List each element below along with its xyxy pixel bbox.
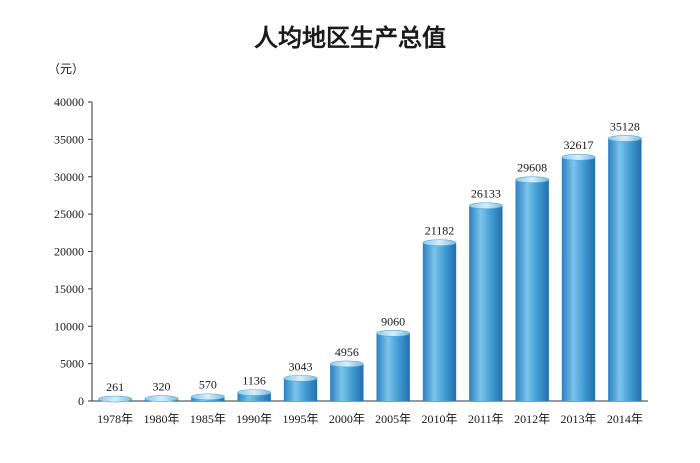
bar-cap xyxy=(98,395,133,403)
y-unit-label: （元） xyxy=(48,62,84,76)
bar xyxy=(422,239,457,401)
y-tick-label: 10000 xyxy=(54,319,84,333)
x-tick-label: 1990年 xyxy=(236,412,272,426)
y-tick-label: 35000 xyxy=(54,132,84,146)
x-axis-labels: 1978年 1980年 1985年 1990年 1995年 2000年 2005年 2010年… xyxy=(97,412,643,426)
bar xyxy=(329,360,364,401)
bar-cap xyxy=(561,153,596,161)
bar-value-label: 261 xyxy=(106,380,124,394)
y-axis-ticks: 0 5000 10000 15000 20000 25000 30000 35000 40000 xyxy=(54,95,92,408)
bar xyxy=(376,329,411,401)
x-tick-label: 1978年 xyxy=(97,412,133,426)
bars-group xyxy=(98,135,642,403)
y-tick-label: 0 xyxy=(78,394,84,408)
bar xyxy=(515,176,550,401)
bar-value-label: 32617 xyxy=(564,138,594,152)
bar xyxy=(468,202,503,401)
x-tick-label: 2000年 xyxy=(329,412,365,426)
bar-body xyxy=(469,205,503,401)
bar-body xyxy=(608,138,642,401)
y-tick-label: 40000 xyxy=(54,95,84,109)
bar-body xyxy=(422,242,457,401)
x-tick-label: 1980年 xyxy=(143,412,179,426)
value-labels-group: 261 320 570 1136 3043 4956 9060 21182 26133 29608… xyxy=(106,119,640,394)
bar-cap xyxy=(329,360,364,368)
bar-cap xyxy=(376,329,411,337)
bar-body xyxy=(561,157,596,401)
bar-cap xyxy=(468,202,503,209)
bar-cap xyxy=(283,374,318,382)
bar xyxy=(561,153,596,401)
bar-cap xyxy=(422,239,457,246)
bar-cap xyxy=(144,395,179,402)
x-tick-label: 2005年 xyxy=(375,412,411,426)
x-tick-label: 2013年 xyxy=(560,412,596,426)
bar-value-label: 21182 xyxy=(425,224,455,238)
x-tick-label: 2010年 xyxy=(421,412,457,426)
bar-body xyxy=(515,179,549,401)
y-tick-label: 25000 xyxy=(54,207,84,221)
bar xyxy=(98,395,133,403)
y-tick-label: 5000 xyxy=(60,357,84,371)
bar xyxy=(237,389,272,401)
bar xyxy=(283,374,318,401)
bar xyxy=(190,393,225,401)
bar-cap xyxy=(190,393,225,401)
x-tick-label: 2012年 xyxy=(514,412,550,426)
bar-body xyxy=(237,392,271,401)
y-tick-label: 30000 xyxy=(54,170,84,184)
bar-value-label: 4956 xyxy=(335,345,359,359)
chart-title: 人均地区生产总值 xyxy=(254,23,446,52)
bar-body xyxy=(330,363,364,401)
bar-cap xyxy=(515,176,550,183)
bar-value-label: 570 xyxy=(199,378,217,392)
bar-value-label: 26133 xyxy=(471,187,501,201)
bar xyxy=(607,135,642,401)
bar-value-label: 320 xyxy=(153,380,171,394)
bar xyxy=(144,395,179,402)
bar-body xyxy=(376,333,410,401)
bar-value-label: 3043 xyxy=(289,359,313,373)
bar-value-label: 29608 xyxy=(517,161,547,175)
x-tick-label: 1995年 xyxy=(282,412,318,426)
bar-value-label: 1136 xyxy=(242,374,266,388)
bar-value-label: 9060 xyxy=(381,314,405,328)
x-tick-label: 1985年 xyxy=(190,412,226,426)
y-tick-label: 15000 xyxy=(54,282,84,296)
bar-cap xyxy=(237,389,272,396)
bar-value-label: 35128 xyxy=(610,119,640,133)
bar-body xyxy=(283,378,318,401)
x-tick-label: 2011年 xyxy=(468,412,504,426)
bar-cap xyxy=(607,135,642,142)
x-tick-label: 2014年 xyxy=(607,412,643,426)
y-tick-label: 20000 xyxy=(54,245,84,259)
